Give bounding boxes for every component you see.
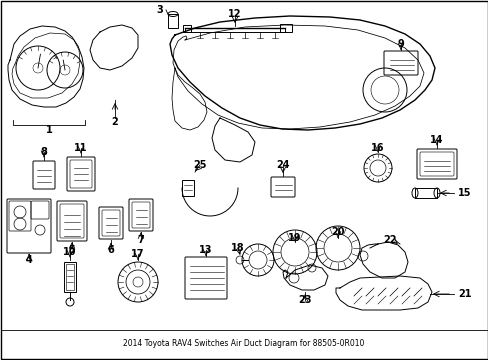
Text: 19: 19 [287,233,301,243]
Text: 3: 3 [156,5,163,15]
Text: 25: 25 [193,160,206,170]
Bar [168,14,178,28]
Text: 5: 5 [68,245,75,255]
Text: 17: 17 [131,249,144,259]
Text: 23: 23 [298,295,311,305]
Text: 7: 7 [137,235,144,245]
Text: 22: 22 [383,235,396,245]
Text: 12: 12 [228,9,241,19]
Text: 15: 15 [457,188,470,198]
Text: 1: 1 [45,125,52,135]
Bar [66,264,74,290]
Text: 11: 11 [74,143,87,153]
Text: 20: 20 [330,227,344,237]
Bar [280,24,291,32]
Text: 2014 Toyota RAV4 Switches Air Duct Diagram for 88505-0R010: 2014 Toyota RAV4 Switches Air Duct Diagr… [123,339,364,348]
Text: 16: 16 [370,143,384,153]
Text: 18: 18 [231,243,244,253]
Bar [183,25,191,32]
Text: 10: 10 [63,247,77,257]
Text: 21: 21 [457,289,470,299]
Text: 9: 9 [397,39,404,49]
Bar [182,180,194,196]
Text: 8: 8 [41,147,47,157]
Bar [64,262,76,292]
Text: 13: 13 [199,245,212,255]
Bar [414,188,436,198]
Text: 14: 14 [429,135,443,145]
Text: 6: 6 [107,245,114,255]
Text: 24: 24 [276,160,289,170]
Text: 4: 4 [25,255,32,265]
Text: 2: 2 [111,117,118,127]
